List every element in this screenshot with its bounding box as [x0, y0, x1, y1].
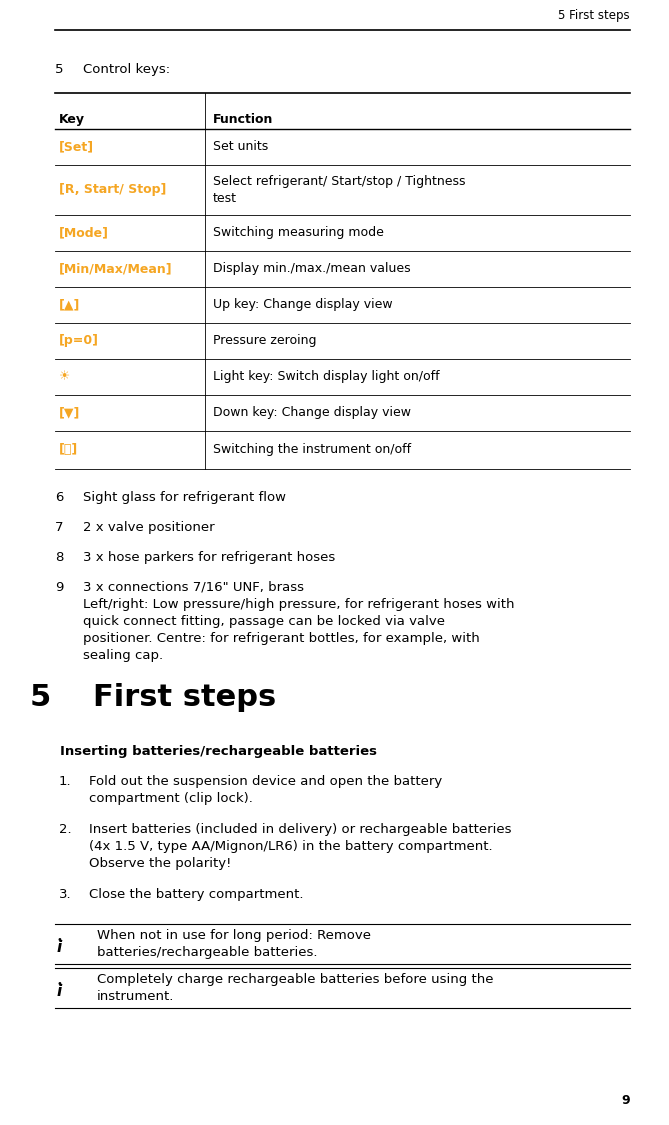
Text: 9: 9: [55, 580, 64, 594]
Text: [Set]: [Set]: [59, 141, 94, 153]
Text: Set units: Set units: [213, 141, 268, 153]
Text: Inserting batteries/rechargeable batteries: Inserting batteries/rechargeable batteri…: [60, 745, 377, 758]
Text: 1.: 1.: [59, 775, 72, 787]
Text: 5: 5: [30, 683, 52, 712]
Text: ☀: ☀: [59, 370, 70, 384]
Text: [▼]: [▼]: [59, 406, 80, 420]
Text: Select refrigerant/ Start/stop / Tightness
test: Select refrigerant/ Start/stop / Tightne…: [213, 176, 466, 205]
Text: [R, Start/ Stop]: [R, Start/ Stop]: [59, 183, 167, 197]
Text: Up key: Change display view: Up key: Change display view: [213, 298, 393, 312]
Text: 3 x connections 7/16" UNF, brass
Left/right: Low pressure/high pressure, for ref: 3 x connections 7/16" UNF, brass Left/ri…: [83, 580, 514, 662]
Text: Down key: Change display view: Down key: Change display view: [213, 406, 411, 420]
Text: i: i: [56, 984, 62, 999]
Text: [p=0]: [p=0]: [59, 334, 99, 348]
Text: 2 x valve positioner: 2 x valve positioner: [83, 521, 215, 534]
Text: Insert batteries (included in delivery) or rechargeable batteries
(4x 1.5 V, typ: Insert batteries (included in delivery) …: [89, 824, 512, 870]
Text: [▲]: [▲]: [59, 298, 80, 312]
Text: Sight glass for refrigerant flow: Sight glass for refrigerant flow: [83, 490, 286, 504]
Text: Function: Function: [213, 114, 274, 126]
Text: Light key: Switch display light on/off: Light key: Switch display light on/off: [213, 370, 440, 384]
Text: •: •: [56, 979, 62, 989]
Text: 6: 6: [55, 490, 64, 504]
Text: 8: 8: [55, 551, 64, 564]
Text: [Mode]: [Mode]: [59, 226, 109, 240]
Text: [Min/Max/Mean]: [Min/Max/Mean]: [59, 262, 173, 276]
Text: Switching measuring mode: Switching measuring mode: [213, 226, 384, 240]
Text: 7: 7: [55, 521, 64, 534]
Text: Fold out the suspension device and open the battery
compartment (clip lock).: Fold out the suspension device and open …: [89, 775, 442, 805]
Text: First steps: First steps: [93, 683, 276, 712]
Text: When not in use for long period: Remove
batteries/rechargeable batteries.: When not in use for long period: Remove …: [97, 929, 371, 958]
Text: 9: 9: [622, 1094, 630, 1107]
Text: 5: 5: [55, 63, 64, 76]
Text: [⏻]: [⏻]: [59, 443, 78, 457]
Text: Close the battery compartment.: Close the battery compartment.: [89, 888, 304, 901]
Text: Display min./max./mean values: Display min./max./mean values: [213, 262, 411, 276]
Text: 5 First steps: 5 First steps: [559, 9, 630, 22]
Text: i: i: [56, 940, 62, 955]
Text: Control keys:: Control keys:: [83, 63, 170, 76]
Text: 3 x hose parkers for refrigerant hoses: 3 x hose parkers for refrigerant hoses: [83, 551, 335, 564]
Text: 3.: 3.: [59, 888, 72, 901]
Text: Pressure zeroing: Pressure zeroing: [213, 334, 316, 348]
Text: Key: Key: [59, 114, 85, 126]
Text: •: •: [56, 935, 62, 945]
Text: Switching the instrument on/off: Switching the instrument on/off: [213, 443, 411, 457]
Text: 2.: 2.: [59, 824, 72, 836]
Text: Completely charge rechargeable batteries before using the
instrument.: Completely charge rechargeable batteries…: [97, 973, 494, 1004]
